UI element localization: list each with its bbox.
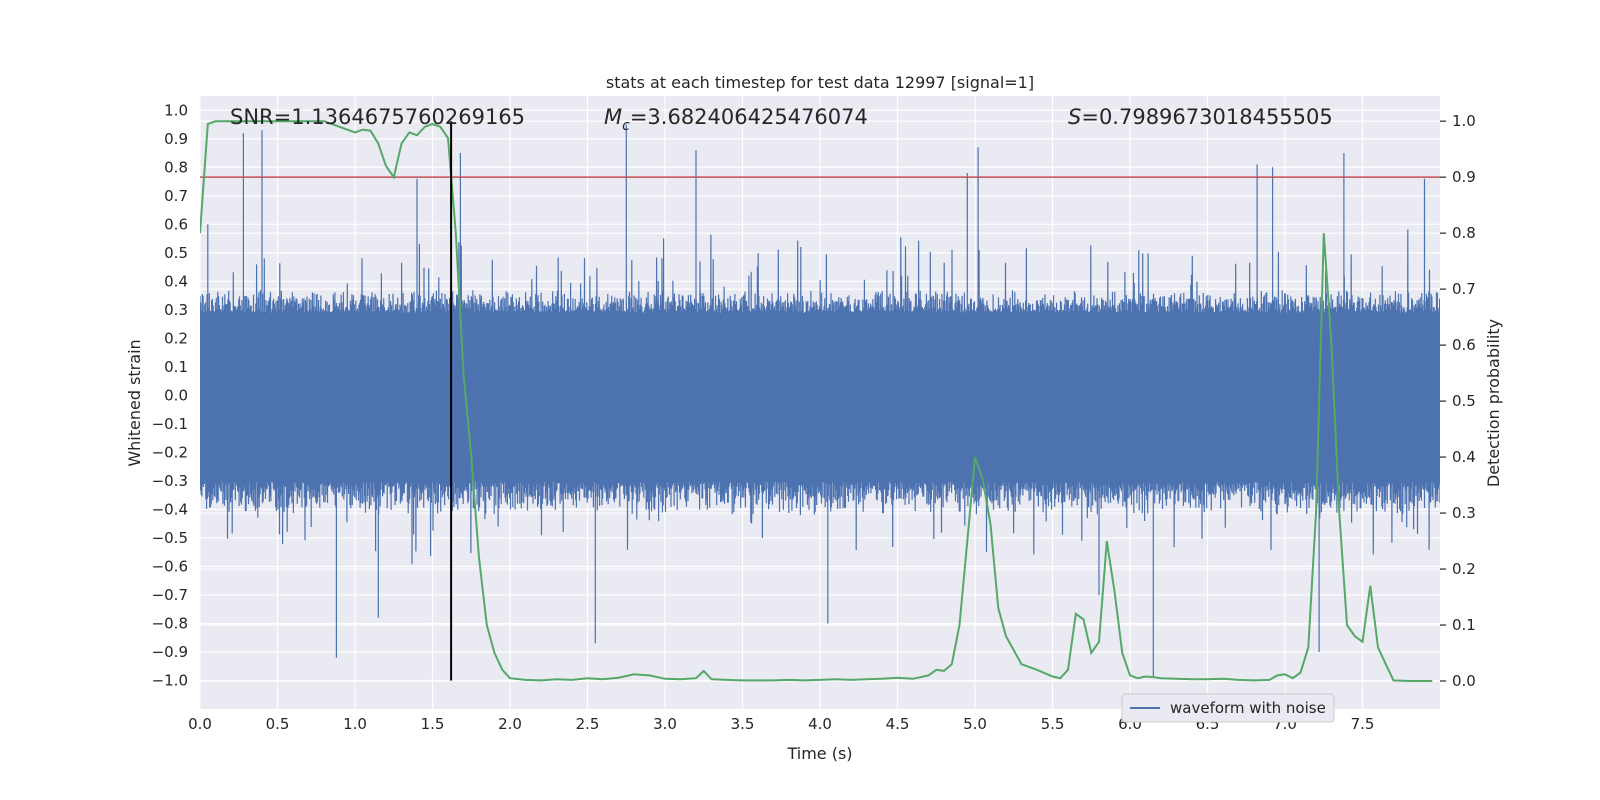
y2-tick-label: 0.7 xyxy=(1452,280,1476,298)
y-tick-label: −0.5 xyxy=(152,529,188,547)
x-tick-label: 1.5 xyxy=(421,715,445,733)
y-tick-label: −0.4 xyxy=(152,500,188,518)
x-tick-label: 3.0 xyxy=(653,715,677,733)
y2-tick-label: 1.0 xyxy=(1452,112,1476,130)
y-tick-label: 0.0 xyxy=(164,386,188,404)
chirp-mass-value: =3.682406425476074 xyxy=(630,105,868,129)
y2-tick-label: 0.0 xyxy=(1452,672,1476,690)
x-tick-label: 5.5 xyxy=(1041,715,1065,733)
y2-tick-label: 0.9 xyxy=(1452,168,1476,186)
x-tick-label: 0.5 xyxy=(266,715,290,733)
x-tick-label: 7.5 xyxy=(1351,715,1375,733)
y2-tick-label: 0.4 xyxy=(1452,448,1476,466)
x-tick-label: 0.0 xyxy=(188,715,212,733)
y-tick-label: 0.9 xyxy=(164,130,188,148)
y-tick-label: 0.5 xyxy=(164,244,188,262)
y-axis-ticks: 1.0 0.9 0.8 0.7 0.6 0.5 0.4 0.3 0.2 0.1 0.0 −0.1 −0.… xyxy=(152,101,188,689)
legend-box xyxy=(1121,693,1335,723)
y-tick-label: 0.2 xyxy=(164,329,188,347)
x-tick-label: 4.5 xyxy=(886,715,910,733)
s-annotation: S=0.7989673018455505 xyxy=(1068,105,1333,129)
y2-tick-label: 0.3 xyxy=(1452,504,1476,522)
y-tick-label: −0.7 xyxy=(152,586,188,604)
y-tick-label: −0.3 xyxy=(152,472,188,490)
probability-series-line xyxy=(200,120,1433,682)
chirp-mass-annotation: Mc=3.682406425476074 xyxy=(604,105,868,134)
y-tick-label: −0.2 xyxy=(152,443,188,461)
y2-tick-label: 0.5 xyxy=(1452,392,1476,410)
y-tick-label: 1.0 xyxy=(164,101,188,119)
y-tick-label: 0.4 xyxy=(164,272,188,290)
y-tick-label: 0.8 xyxy=(164,158,188,176)
y-tick-label: 0.7 xyxy=(164,187,188,205)
x-tick-label: 2.5 xyxy=(576,715,600,733)
y-tick-label: −0.8 xyxy=(152,614,188,632)
x-tick-label: 2.0 xyxy=(498,715,522,733)
s-value: =0.7989673018455505 xyxy=(1081,105,1332,129)
y-tick-label: −0.9 xyxy=(152,643,188,661)
y-tick-label: 0.3 xyxy=(164,301,188,319)
y-axis-label: Whitened strain xyxy=(125,339,144,466)
y-tick-label: −0.1 xyxy=(152,415,188,433)
y-tick-label: 0.6 xyxy=(164,215,188,233)
y-tick-label: 0.1 xyxy=(164,358,188,376)
s-symbol: S xyxy=(1068,105,1081,129)
x-tick-label: 5.0 xyxy=(963,715,987,733)
x-tick-label: 3.5 xyxy=(731,715,755,733)
chirp-mass-subscript: c xyxy=(622,118,630,134)
strain-series-line xyxy=(200,124,1440,678)
y2-tick-label: 0.8 xyxy=(1452,224,1476,242)
y-tick-label: −1.0 xyxy=(152,671,188,689)
x-tick-label: 4.0 xyxy=(808,715,832,733)
y2-tick-label: 0.2 xyxy=(1452,560,1476,578)
x-axis-label: Time (s) xyxy=(786,744,852,763)
x-tick-label: 1.0 xyxy=(343,715,367,733)
y2-tick-label: 0.6 xyxy=(1452,336,1476,354)
snr-annotation: SNR=1.1364675760269165 xyxy=(230,105,525,129)
legend-label-strain: waveform with noise xyxy=(1170,699,1326,717)
y-tick-label: −0.6 xyxy=(152,557,188,575)
y2-tick-label: 0.1 xyxy=(1452,616,1476,634)
chirp-mass-symbol: M xyxy=(604,105,622,129)
y2-axis-label: Detection probability xyxy=(1484,319,1503,487)
legend: waveform with noise xyxy=(1121,693,1335,723)
y2-axis-ticks: 1.0 0.9 0.8 0.7 0.6 0.5 0.4 0.3 0.2 0.1 0.0 xyxy=(1440,112,1476,690)
chart-title: stats at each timestep for test data 129… xyxy=(606,73,1034,92)
